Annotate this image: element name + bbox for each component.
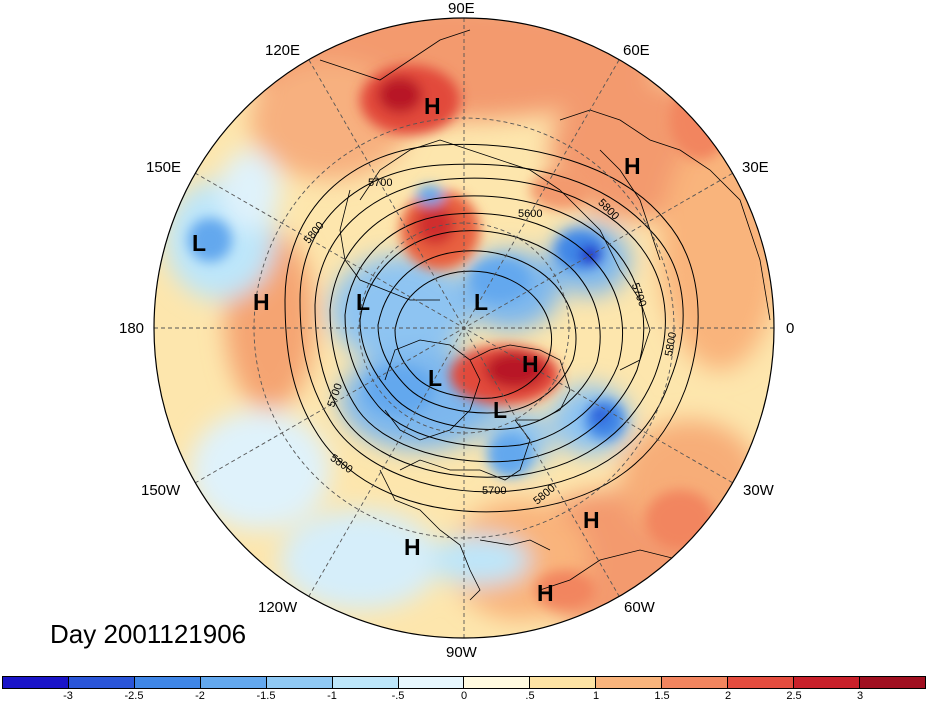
high-pressure-center: H [424,93,441,119]
lon-label-180: 180 [119,320,145,337]
lon-label-120e: 120E [265,42,301,59]
high-pressure-center: H [624,153,641,179]
colorbar-swatch [662,676,729,689]
height-contours [284,143,699,513]
anomaly-field [154,18,774,638]
colorbar-tick-label: -.5 [391,690,405,702]
lon-label-90e: 90E [448,0,475,17]
colorbar-swatch [596,676,663,689]
colorbar [2,676,926,689]
colorbar-tick-label: -3 [63,690,73,702]
colorbar-swatch [530,676,597,689]
colorbar-swatch [728,676,795,689]
low-pressure-center: L [493,397,507,423]
high-pressure-center: H [583,507,600,533]
low-pressure-center: L [192,230,206,256]
high-pressure-center: H [537,580,554,606]
colorbar-swatch [68,676,135,689]
high-pressure-center: H [404,534,421,560]
lon-label-90w: 90W [446,644,477,661]
map-boundary [153,17,775,639]
lon-label-60w: 60W [624,599,655,616]
lon-label-60e: 60E [623,42,650,59]
colorbar-swatch [464,676,531,689]
low-pressure-center: L [474,289,488,315]
colorbar-tick-label: -1 [327,690,337,702]
lon-label-30e: 30E [742,159,769,176]
low-pressure-center: L [356,289,370,315]
low-pressure-center: L [428,365,442,391]
contour-label: 5600 [518,208,542,220]
colorbar-tick-label: 2.5 [786,690,802,702]
graticule [154,18,774,638]
contour-label: 5700 [368,177,392,189]
colorbar-swatch [134,676,201,689]
colorbar-tick-label: -2 [195,690,205,702]
colorbar-tick-label: 3 [856,690,864,702]
lon-label-150e: 150E [146,159,182,176]
lon-label-150w: 150W [141,482,181,499]
contour-label: 5800 [663,331,679,357]
lon-label-30w: 30W [743,482,774,499]
colorbar-tick-label: -1.5 [256,690,276,702]
high-pressure-center: H [253,289,270,315]
colorbar-tick-label: 0 [460,690,468,702]
colorbar-tick-label: 1.5 [654,690,670,702]
colorbar-swatch [398,676,465,689]
colorbar-swatch [794,676,860,689]
colorbar-swatch [200,676,267,689]
colorbar-tick-label: .5 [525,690,535,702]
colorbar-tick-label: 2 [724,690,732,702]
colorbar-tick-label: 1 [592,690,600,702]
contour-label: 5700 [482,485,506,497]
colorbar-swatch [859,676,926,689]
colorbar-tick-label: -2.5 [124,690,144,702]
lon-label-120w: 120W [258,599,298,616]
colorbar-swatch [2,676,69,689]
date-title: Day 2001121906 [50,619,247,649]
high-pressure-center: H [522,351,539,377]
pressure-centers: H H L H L L L H L H H H [192,93,641,606]
lon-label-0: 0 [786,320,795,337]
colorbar-swatch [266,676,333,689]
colorbar-swatch [332,676,399,689]
